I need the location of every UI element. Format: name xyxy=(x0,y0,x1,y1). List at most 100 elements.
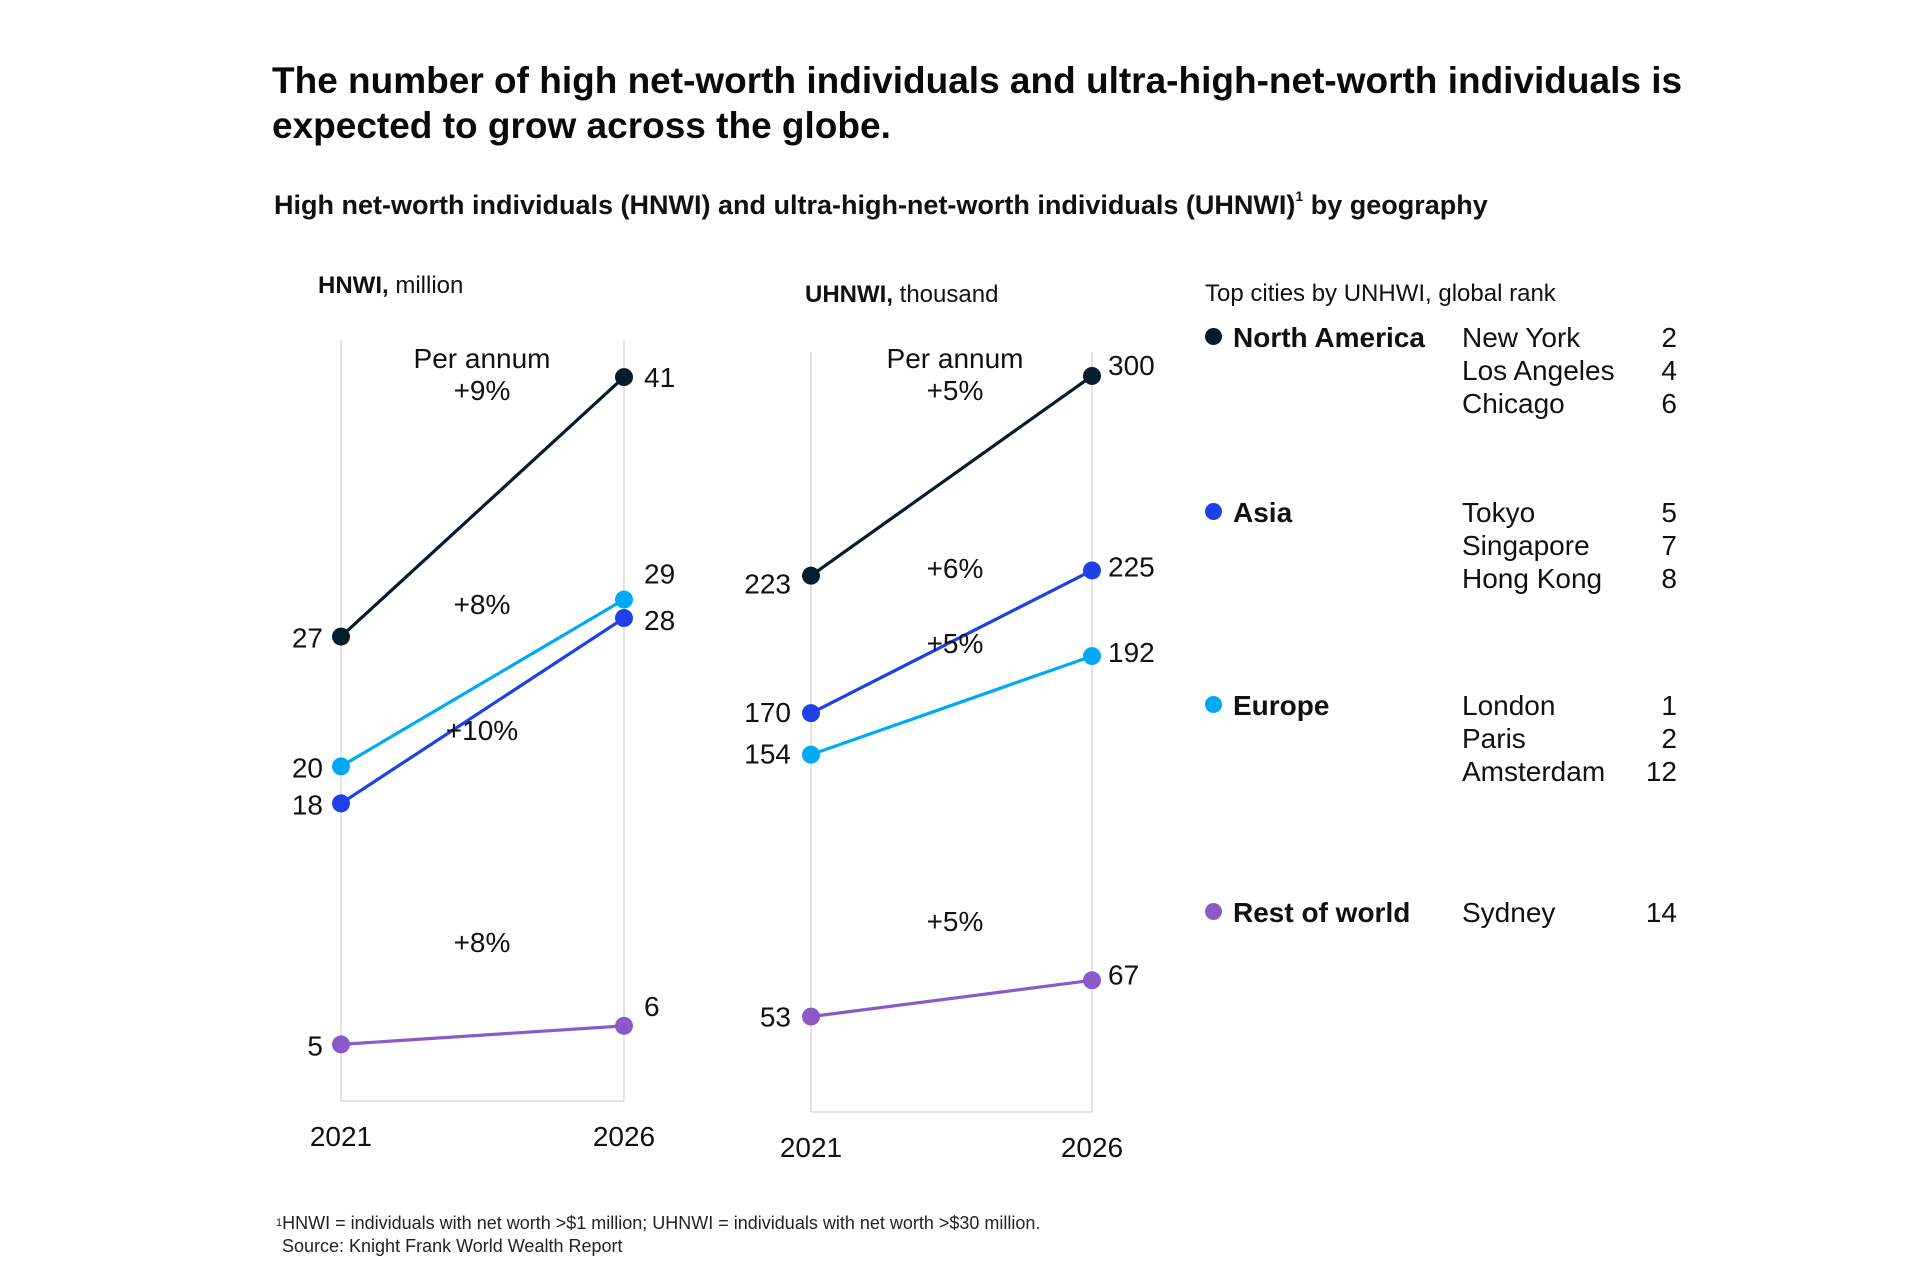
uhnwi-title-unit: thousand xyxy=(899,281,999,308)
series-line-north_america xyxy=(339,375,626,638)
hnwi-title-bold: HNWI, xyxy=(318,272,389,299)
footnote-definition: 1HNWI = individuals with net worth >$1 m… xyxy=(276,1212,1040,1235)
city-rank: 2 xyxy=(1661,322,1677,353)
data-point-north_america xyxy=(802,566,820,585)
data-point-asia xyxy=(802,704,820,723)
data-point-asia xyxy=(332,794,350,813)
legend-region-name: North America xyxy=(1205,322,1425,354)
city-rank: 6 xyxy=(1661,388,1677,419)
city-name: Sydney xyxy=(1462,897,1556,928)
city-row: Hong Kong 8 xyxy=(1462,563,1677,596)
city-name: London xyxy=(1462,690,1556,721)
footnote-marker: 1 xyxy=(276,1217,283,1229)
data-point-north_america xyxy=(615,368,633,387)
x-tick-label: 2021 xyxy=(310,1121,372,1152)
city-name: Amsterdam xyxy=(1462,756,1606,787)
x-tick-label: 2026 xyxy=(1061,1132,1123,1163)
legend-region-label: North America xyxy=(1233,322,1425,353)
data-point-north_america xyxy=(332,627,350,646)
uhnwi-title-bold: UHNWI, xyxy=(805,281,893,308)
city-rank: 7 xyxy=(1661,530,1677,561)
chart-subtitle: High net-worth individuals (HNWI) and ul… xyxy=(274,188,1488,221)
city-rank: 2 xyxy=(1661,723,1677,754)
growth-label-prefix: Per annum xyxy=(887,343,1024,374)
data-label-europe: 154 xyxy=(744,739,791,770)
legend-dot xyxy=(1205,696,1222,714)
legend-region-name: Rest of world xyxy=(1205,897,1410,929)
data-point-europe xyxy=(802,745,820,764)
city-row: Tokyo 5 xyxy=(1462,497,1677,530)
growth-label-rest_of_world: +5% xyxy=(927,906,984,937)
hnwi-title-unit: million xyxy=(395,272,464,299)
legend-region-label: Asia xyxy=(1233,497,1293,528)
city-row: Chicago 6 xyxy=(1462,388,1677,421)
data-label-asia: 28 xyxy=(644,605,675,636)
city-row: Paris 2 xyxy=(1462,723,1677,756)
series-line-asia xyxy=(810,569,1093,715)
city-rank: 12 xyxy=(1645,756,1677,787)
data-point-asia xyxy=(615,609,633,628)
legend-region-name: Europe xyxy=(1205,690,1329,722)
series-line-europe xyxy=(810,654,1093,757)
data-point-europe xyxy=(615,590,633,609)
legend-dot xyxy=(1205,328,1222,346)
city-name: Los Angeles xyxy=(1462,355,1615,386)
city-name: Tokyo xyxy=(1462,497,1536,528)
legend-dot xyxy=(1205,503,1222,521)
x-tick-label: 2021 xyxy=(780,1132,842,1163)
data-point-europe xyxy=(1083,647,1101,666)
data-label-rest_of_world: 53 xyxy=(760,1002,791,1033)
legend-heading: Top cities by UNHWI, global rank xyxy=(1205,280,1556,307)
data-label-rest_of_world: 67 xyxy=(1108,959,1139,990)
data-label-rest_of_world: 5 xyxy=(307,1030,323,1061)
series-line-asia xyxy=(340,616,625,805)
series-line-rest_of_world xyxy=(340,1024,625,1046)
data-point-north_america xyxy=(1083,366,1101,385)
data-label-north_america: 223 xyxy=(744,569,791,600)
city-name: Chicago xyxy=(1462,388,1565,419)
legend-region-name: Asia xyxy=(1205,497,1292,529)
city-name: Paris xyxy=(1462,723,1526,754)
data-label-europe: 29 xyxy=(644,559,675,590)
growth-label-north_america: +5% xyxy=(927,375,984,406)
growth-label-europe: +8% xyxy=(454,589,511,620)
uhnwi-panel-title: UHNWI, thousand xyxy=(805,281,998,309)
data-point-rest_of_world xyxy=(1083,971,1101,990)
growth-label-asia: +10% xyxy=(446,715,518,746)
data-point-rest_of_world xyxy=(615,1016,633,1035)
legend-dot xyxy=(1205,903,1222,921)
growth-label-prefix: Per annum xyxy=(414,343,551,374)
subtitle-text: High net-worth individuals (HNWI) and ul… xyxy=(274,190,1296,220)
data-point-europe xyxy=(332,757,350,776)
data-label-asia: 225 xyxy=(1108,551,1155,582)
city-name: Hong Kong xyxy=(1462,563,1603,594)
footnote: 1HNWI = individuals with net worth >$1 m… xyxy=(276,1212,1040,1258)
growth-label-north_america: +9% xyxy=(454,375,511,406)
legend-region-label: Rest of world xyxy=(1233,897,1411,928)
city-rank: 8 xyxy=(1661,563,1677,594)
data-label-north_america: 27 xyxy=(292,623,323,654)
growth-label-rest_of_world: +8% xyxy=(454,927,511,958)
city-row: Sydney 14 xyxy=(1462,897,1677,930)
data-label-asia: 18 xyxy=(292,789,323,820)
city-name: New York xyxy=(1462,322,1581,353)
city-rank: 1 xyxy=(1661,690,1677,721)
data-label-north_america: 41 xyxy=(644,362,675,393)
data-label-north_america: 300 xyxy=(1108,350,1155,381)
growth-label-asia: +6% xyxy=(927,553,984,584)
series-line-rest_of_world xyxy=(810,978,1093,1019)
data-label-europe: 20 xyxy=(292,752,323,783)
city-rank: 4 xyxy=(1661,355,1677,386)
city-row: Los Angeles 4 xyxy=(1462,355,1677,388)
city-name: Singapore xyxy=(1462,530,1590,561)
x-tick-label: 2026 xyxy=(593,1121,655,1152)
subtitle-footnote-marker: 1 xyxy=(1295,188,1304,204)
data-label-rest_of_world: 6 xyxy=(644,991,660,1022)
city-row: New York 2 xyxy=(1462,322,1677,355)
series-line-north_america xyxy=(810,374,1093,577)
legend-region-label: Europe xyxy=(1233,690,1330,721)
city-row: London 1 xyxy=(1462,690,1677,723)
growth-label-europe: +5% xyxy=(927,628,984,659)
